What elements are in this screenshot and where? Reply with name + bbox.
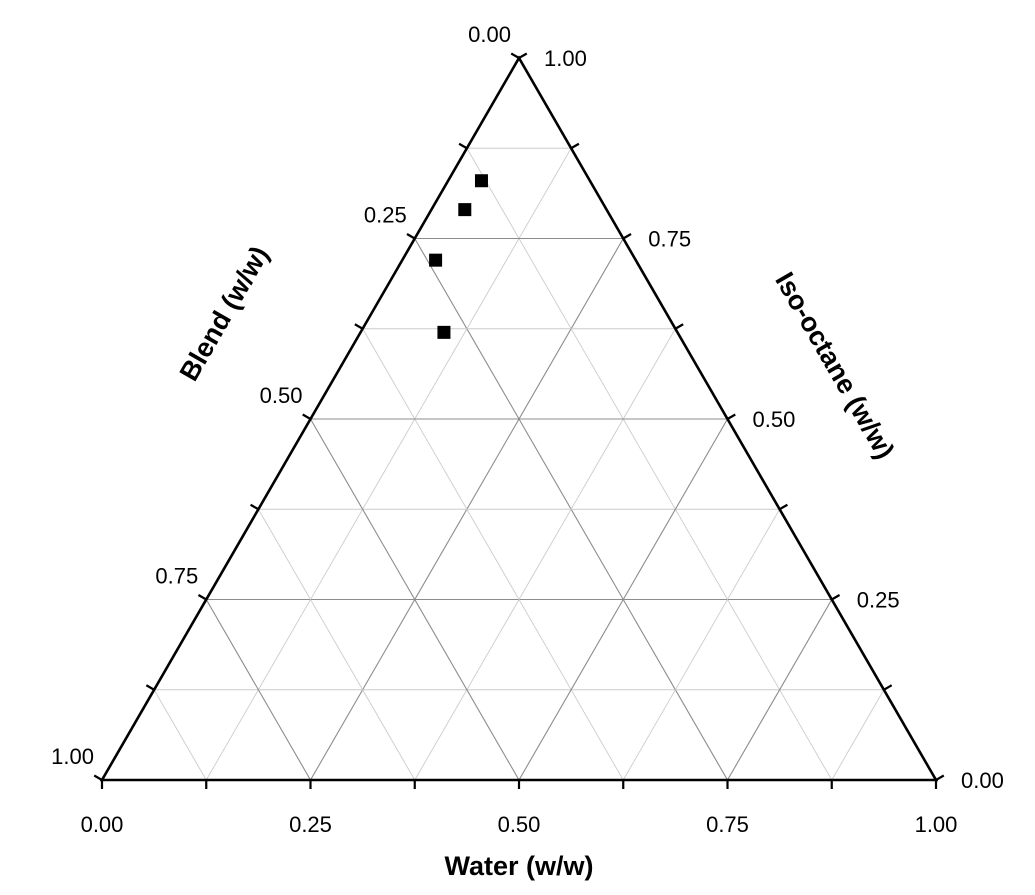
tick-blend <box>354 323 364 330</box>
grid-line-blend <box>362 328 624 781</box>
tick-iso-octane <box>779 503 788 511</box>
tick-iso-octane <box>935 774 945 781</box>
axis-title-iso-octane: Iso-octane (w/w) <box>769 267 900 464</box>
tick-iso-octane <box>518 52 528 59</box>
axis-titles: Water (w/w) Blend (w/w) Iso-octane (w/w) <box>174 241 901 881</box>
axis-title-water: Water (w/w) <box>444 851 593 881</box>
tick-iso-octane <box>570 142 580 150</box>
grid-lines <box>153 147 885 781</box>
tick-label-iso-octane: 0.00 <box>961 768 1004 793</box>
tick-label-iso-octane: 0.50 <box>753 407 796 432</box>
tick-blend <box>197 594 207 601</box>
grid-line-blend <box>153 689 207 781</box>
data-point <box>429 253 443 267</box>
tick-blend <box>458 142 468 150</box>
tick-label-water: 0.25 <box>289 812 332 837</box>
tick-blend <box>145 684 155 691</box>
grid-line-blend <box>205 599 311 781</box>
axis-ticks <box>93 52 945 789</box>
grid-line-water <box>727 599 833 781</box>
tick-iso-octane <box>883 684 893 691</box>
tick-iso-octane <box>674 323 684 330</box>
tick-label-water: 1.00 <box>915 812 958 837</box>
grid-line-water <box>205 148 572 781</box>
grid-line-water <box>831 689 885 781</box>
grid-line-water <box>622 509 781 781</box>
tick-label-blend: 0.25 <box>364 203 407 228</box>
grid-line-blend <box>257 509 416 781</box>
axis-title-blend: Blend (w/w) <box>174 241 275 386</box>
data-points <box>429 174 488 339</box>
data-point <box>458 203 472 217</box>
tick-blend <box>510 52 520 59</box>
grid-line-water <box>414 328 676 781</box>
tick-label-blend: 0.50 <box>260 383 303 408</box>
tick-blend <box>302 413 312 420</box>
tick-label-water: 0.00 <box>81 812 124 837</box>
tick-blend <box>93 774 103 781</box>
grid-line-blend <box>466 148 833 781</box>
tick-label-blend: 0.75 <box>155 564 198 589</box>
tick-label-iso-octane: 1.00 <box>544 46 587 71</box>
tick-label-blend: 0.00 <box>468 22 511 47</box>
data-point <box>437 325 451 339</box>
data-point <box>474 174 488 188</box>
tick-label-iso-octane: 0.25 <box>857 588 900 613</box>
tick-label-blend: 1.00 <box>51 744 94 769</box>
tick-iso-octane <box>622 233 632 240</box>
tick-label-water: 0.50 <box>498 812 541 837</box>
tick-labels: 0.00 0.25 0.50 0.75 1.000.000.250.500.751.00… <box>51 22 1004 837</box>
tick-blend <box>250 503 259 511</box>
tick-iso-octane <box>726 413 736 420</box>
tick-label-iso-octane: 0.75 <box>648 227 691 252</box>
grid-line-water <box>518 418 728 781</box>
grid-line-blend <box>310 418 520 781</box>
tick-label-water: 0.75 <box>706 812 749 837</box>
tick-blend <box>406 233 416 240</box>
tick-iso-octane <box>831 594 841 601</box>
